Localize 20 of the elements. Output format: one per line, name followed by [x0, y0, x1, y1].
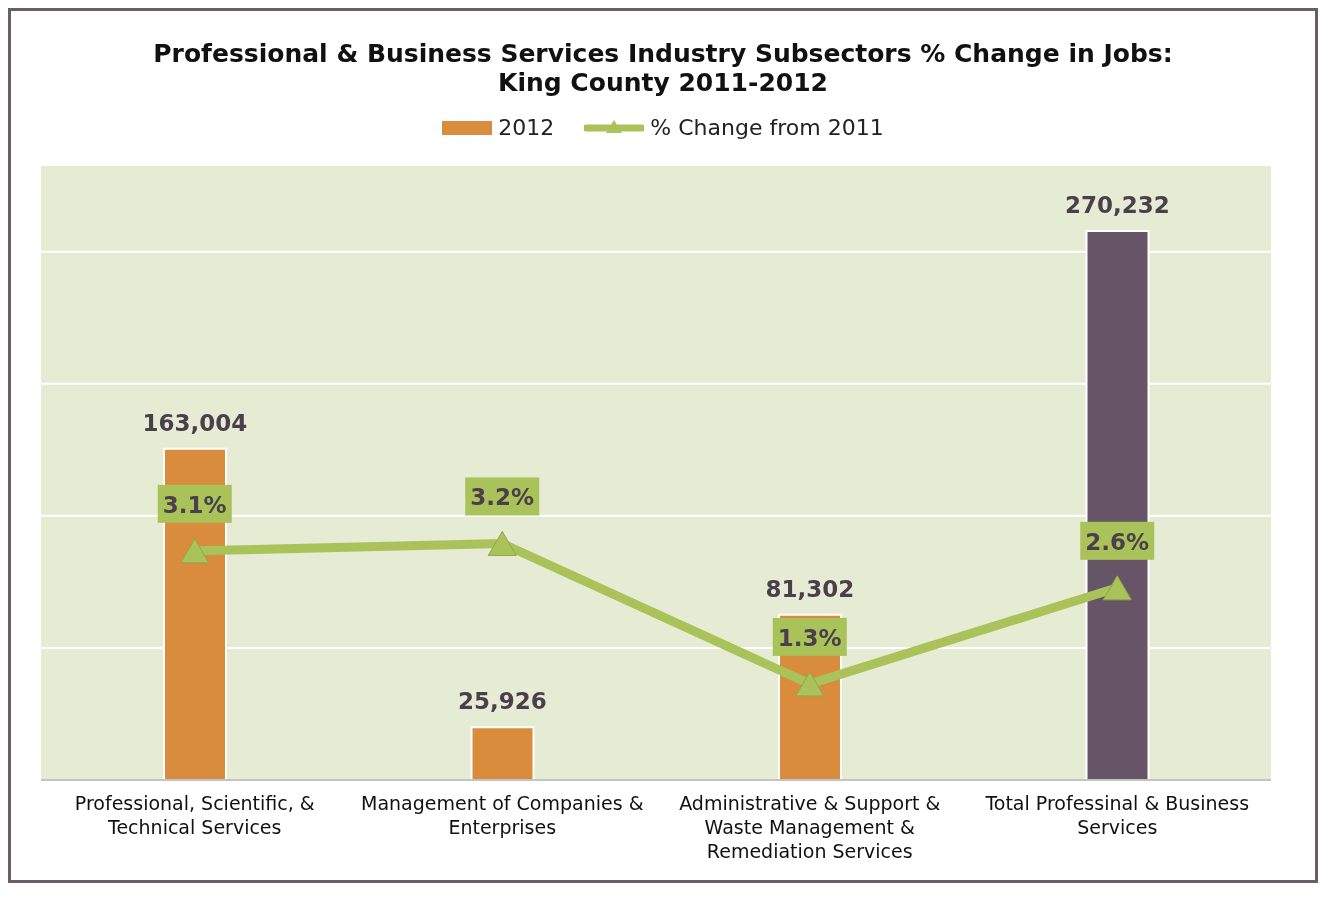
- data-label: 2.6%: [1085, 528, 1150, 555]
- data-label: 3.2%: [470, 484, 535, 511]
- x-tick-label: Administrative & Support & Waste Management & Remediation Services: [679, 792, 941, 862]
- data-label: 163,004: [142, 409, 248, 436]
- point: [487, 530, 517, 556]
- data-label: 1.3%: [777, 624, 842, 651]
- bar: [470, 726, 535, 781]
- x-tick-label: Professional, Scientific, & Technical Services: [74, 792, 315, 838]
- x-tick-label: Management of Companies & Enterprises: [361, 792, 644, 838]
- data-label: 3.1%: [162, 491, 227, 518]
- chart-title: Professional & Business Services Industry Subsectors % Change in Jobs: King County 2011-2012: [152, 39, 1174, 97]
- legend-label: % Change from 2011: [650, 115, 884, 140]
- data-label: 270,232: [1065, 191, 1170, 218]
- x-tick-label: Total Professinal & Business Services: [984, 792, 1250, 838]
- data-label: 25,926: [458, 688, 547, 715]
- data-label: 81,302: [765, 575, 855, 602]
- point: [795, 671, 825, 697]
- point: [1102, 575, 1132, 601]
- legend-label: 2012: [498, 115, 555, 140]
- point: [180, 538, 210, 564]
